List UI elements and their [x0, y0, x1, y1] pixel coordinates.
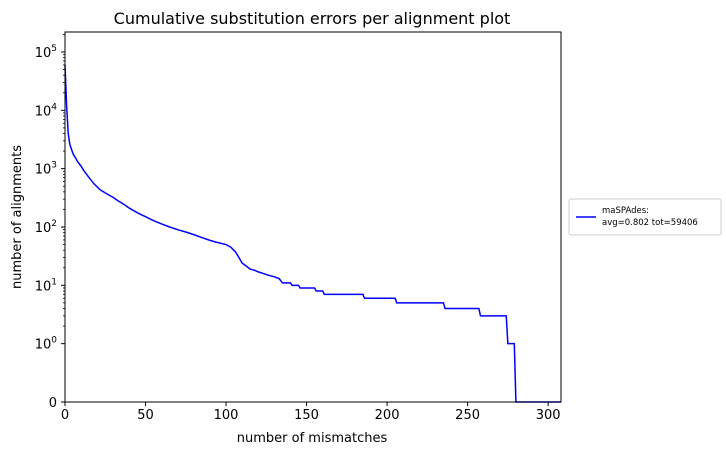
x-tick-label: 50 — [137, 408, 154, 423]
y-tick-label: 0 — [49, 396, 57, 411]
legend-series-stats: avg=0.802 tot=59406 — [602, 218, 698, 228]
y-axis-label: number of alignments — [10, 145, 25, 289]
legend-series-name: maSPAdes: — [602, 206, 649, 216]
x-tick-label: 0 — [61, 408, 69, 423]
x-tick-label: 100 — [214, 408, 239, 423]
legend: maSPAdes: avg=0.802 tot=59406 — [568, 198, 722, 236]
legend-box — [568, 198, 722, 236]
y-tick-label: 101 — [35, 277, 57, 294]
x-tick-label: 200 — [375, 408, 400, 423]
x-tick-label: 250 — [455, 408, 480, 423]
plot-area: 0 50 100 150 200 250 300 0 100 101 102 103 104 105 — [35, 31, 562, 423]
series-line — [64, 65, 561, 403]
plot-frame — [64, 31, 562, 403]
y-tick-label: 103 — [35, 161, 57, 178]
y-tick-label: 104 — [35, 102, 58, 119]
x-tick-label: 300 — [536, 408, 561, 423]
chart-title: Cumulative substitution errors per align… — [114, 9, 511, 28]
x-tick-label: 150 — [294, 408, 319, 423]
y-tick-label: 100 — [35, 336, 58, 353]
y-tick-label: 102 — [35, 219, 57, 236]
y-tick-label: 105 — [35, 44, 57, 61]
x-axis-label: number of mismatches — [237, 431, 388, 446]
